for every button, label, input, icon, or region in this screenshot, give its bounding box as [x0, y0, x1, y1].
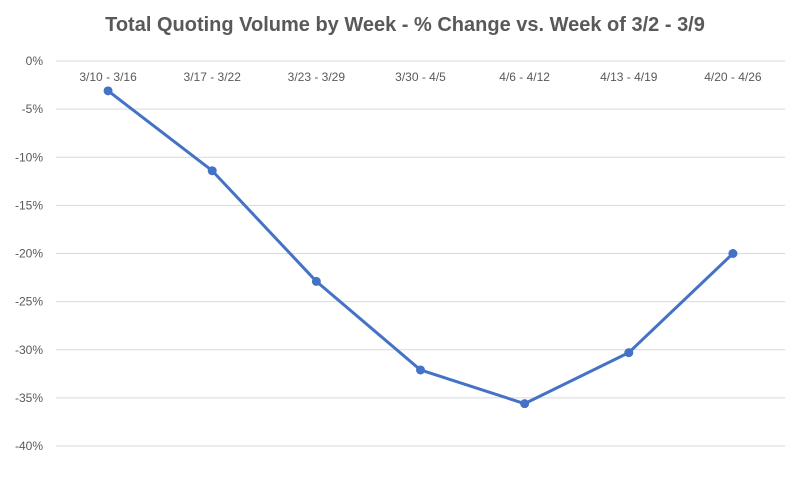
y-tick-label: -25%: [15, 295, 43, 309]
y-tick-label: -10%: [15, 150, 43, 164]
y-tick-label: -40%: [15, 439, 43, 453]
x-tick-label: 3/17 - 3/22: [184, 70, 242, 84]
y-tick-label: 0%: [26, 54, 44, 68]
data-point: [624, 348, 634, 358]
y-tick-label: -5%: [22, 102, 44, 116]
y-tick-label: -20%: [15, 247, 43, 261]
x-tick-label: 3/23 - 3/29: [288, 70, 346, 84]
data-point: [311, 276, 321, 286]
y-tick-label: -15%: [15, 198, 43, 212]
y-tick-label: -30%: [15, 343, 43, 357]
x-tick-label: 4/20 - 4/26: [704, 70, 762, 84]
chart-title: Total Quoting Volume by Week - % Change …: [105, 14, 705, 36]
data-point: [103, 86, 113, 96]
x-tick-label: 3/10 - 3/16: [79, 70, 137, 84]
data-point: [728, 249, 738, 258]
series-line: [106, 89, 735, 406]
data-point: [416, 365, 425, 375]
data-point: [207, 166, 217, 176]
x-tick-label: 4/6 - 4/12: [499, 70, 550, 84]
x-tick-label: 4/13 - 4/19: [600, 70, 658, 84]
y-tick-label: -35%: [15, 391, 43, 405]
x-tick-label: 3/30 - 4/5: [395, 70, 446, 84]
data-point: [520, 399, 530, 409]
